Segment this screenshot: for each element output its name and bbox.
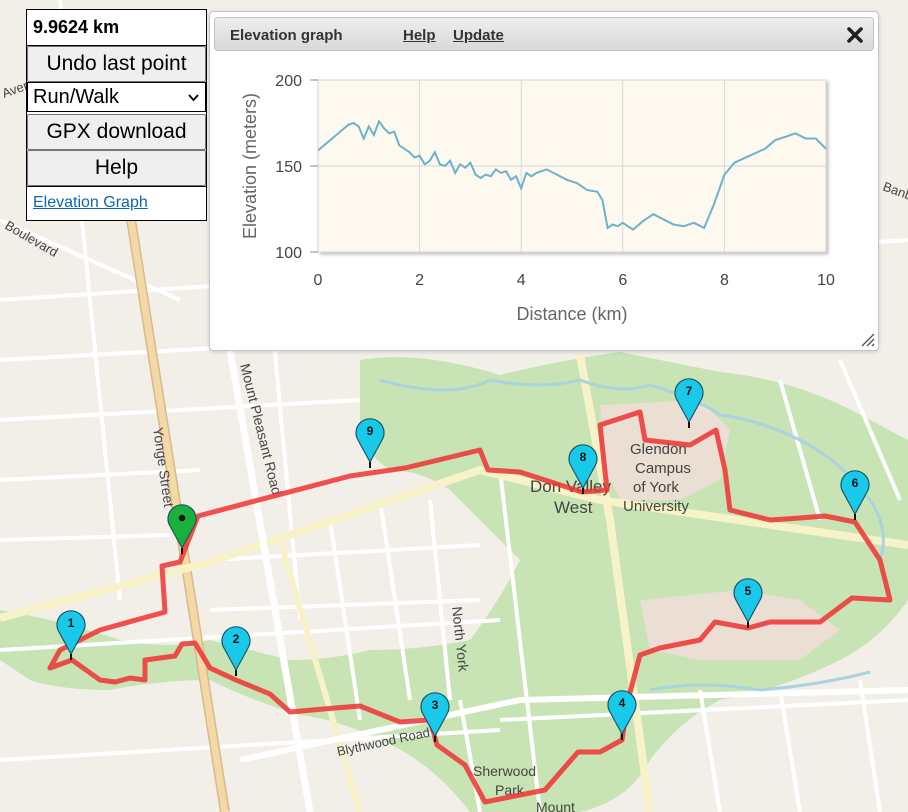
map-label-glendon-york: of York	[633, 479, 679, 496]
y-tick-label: 100	[275, 245, 302, 262]
map-label-sherwood: Sherwood	[473, 763, 536, 779]
map-label-mount: Mount	[536, 799, 575, 812]
waypoint-marker-9[interactable]: 9	[355, 418, 385, 468]
waypoint-marker-1[interactable]: 1	[56, 610, 86, 660]
x-tick-label: 10	[817, 272, 835, 289]
chevron-down-icon	[188, 94, 199, 102]
elevation-dialog: Elevation graph Help Update 100 150 200 0 2…	[209, 11, 879, 351]
gpx-download-button[interactable]: GPX download	[27, 114, 206, 150]
chart-x-label: Distance (km)	[516, 304, 627, 324]
y-tick-label: 150	[275, 159, 302, 176]
start-marker-dot	[178, 514, 186, 522]
x-tick-label: 4	[517, 272, 526, 289]
x-tick-label: 2	[415, 272, 424, 289]
dialog-help-link[interactable]: Help	[403, 27, 436, 44]
waypoint-marker-3[interactable]: 3	[420, 692, 450, 742]
waypoint-marker-label: 4	[619, 696, 626, 710]
elevation-series-line	[317, 119, 827, 231]
help-button[interactable]: Help	[27, 150, 206, 186]
waypoint-marker-4[interactable]: 4	[607, 690, 637, 740]
undo-last-point-button[interactable]: Undo last point	[27, 46, 206, 82]
start-marker[interactable]	[167, 504, 197, 554]
activity-mode-select[interactable]: Run/Walk	[27, 82, 206, 112]
waypoint-marker-5[interactable]: 5	[733, 578, 763, 628]
route-line	[47, 409, 893, 805]
waypoint-marker-label: 2	[233, 632, 240, 646]
x-tick-label: 8	[720, 272, 729, 289]
dialog-titlebar[interactable]: Elevation graph Help Update	[214, 17, 874, 51]
dialog-title: Elevation graph	[230, 27, 343, 44]
waypoint-marker-label: 6	[852, 476, 859, 490]
waypoint-marker-2[interactable]: 2	[221, 626, 251, 676]
chart-grid	[310, 79, 827, 253]
elevation-chart: 100 150 200 0 2 4 6 8 10 Distance (km) Elevatio…	[240, 73, 835, 324]
chart-y-label: Elevation (meters)	[240, 93, 260, 239]
map-label-north-york: North York	[449, 606, 472, 674]
elevation-graph-link[interactable]: Elevation Graph	[27, 186, 206, 220]
chart-y-ticks: 100 150 200	[275, 73, 302, 262]
distance-readout: 9.9624 km	[27, 10, 206, 46]
waypoint-marker-label: 1	[68, 616, 75, 630]
map-label-don-valley-west: West	[554, 498, 593, 517]
waypoint-marker-8[interactable]: 8	[568, 444, 598, 494]
waypoint-marker-label: 3	[432, 698, 439, 712]
dialog-update-link[interactable]: Update	[453, 27, 504, 44]
main-roads	[0, 149, 908, 812]
activity-mode-value: Run/Walk	[33, 86, 119, 108]
x-tick-label: 6	[618, 272, 627, 289]
map-label-glendon-university: University	[623, 498, 689, 515]
waypoint-marker-label: 9	[367, 424, 374, 438]
waypoint-marker-label: 7	[686, 384, 693, 398]
resize-handle-icon[interactable]	[859, 331, 875, 347]
waypoint-marker-label: 5	[745, 584, 752, 598]
waypoint-marker-7[interactable]: 7	[674, 378, 704, 428]
waypoint-marker-6[interactable]: 6	[840, 470, 870, 520]
x-tick-label: 0	[314, 272, 323, 289]
waypoint-marker-label: 8	[580, 450, 587, 464]
chart-x-ticks: 0 2 4 6 8 10	[314, 272, 835, 289]
close-icon[interactable]	[846, 26, 864, 44]
control-panel: 9.9624 km Undo last point Run/Walk GPX d…	[26, 9, 207, 221]
y-tick-label: 200	[275, 73, 302, 90]
map-label-glendon-campus: Campus	[635, 460, 691, 477]
